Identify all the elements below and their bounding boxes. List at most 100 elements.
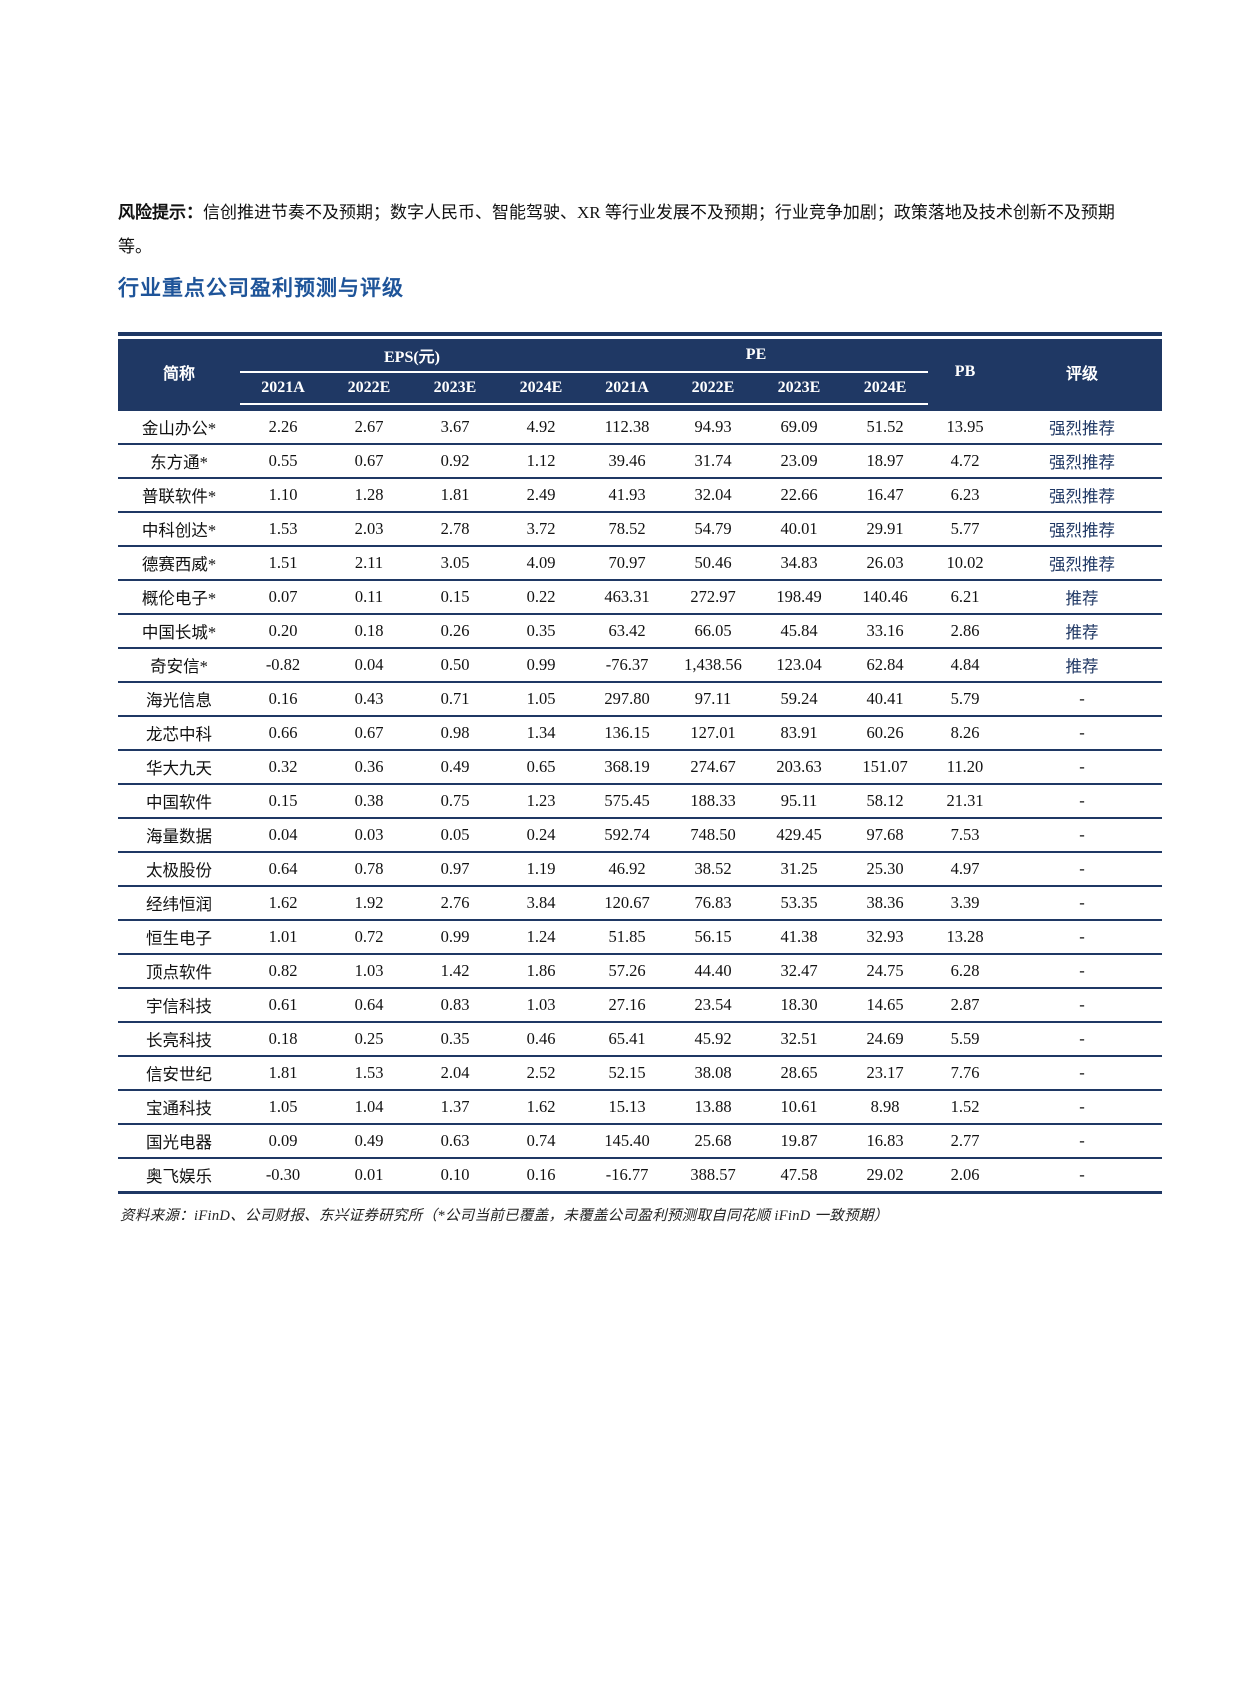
company-name-cell: 奇安信* bbox=[150, 657, 208, 676]
value-cell: 47.58 bbox=[780, 1165, 818, 1184]
value-cell: 5.59 bbox=[950, 1029, 980, 1048]
value-cell: 0.92 bbox=[440, 451, 470, 470]
company-name-cell: 国光电器 bbox=[146, 1133, 212, 1152]
value-cell: 2.78 bbox=[440, 519, 470, 538]
value-cell: 145.40 bbox=[604, 1131, 650, 1150]
value-cell: 0.49 bbox=[440, 757, 470, 776]
value-cell: 19.87 bbox=[780, 1131, 818, 1150]
value-cell: 39.46 bbox=[608, 451, 646, 470]
value-cell: 0.09 bbox=[268, 1131, 298, 1150]
value-cell: 62.84 bbox=[866, 655, 904, 674]
value-cell: 13.28 bbox=[946, 927, 984, 946]
value-cell: 0.83 bbox=[440, 995, 470, 1014]
value-cell: 0.82 bbox=[268, 961, 298, 980]
value-cell: 120.67 bbox=[604, 893, 650, 912]
column-header-company: 简称 bbox=[118, 339, 240, 404]
value-cell: 0.36 bbox=[354, 757, 384, 776]
value-cell: 25.68 bbox=[694, 1131, 732, 1150]
value-cell: -76.37 bbox=[605, 655, 649, 674]
value-cell: 0.26 bbox=[440, 621, 470, 640]
value-cell: 0.99 bbox=[440, 927, 470, 946]
company-name-cell: 长亮科技 bbox=[146, 1031, 212, 1050]
rating-cell: - bbox=[1079, 927, 1085, 946]
value-cell: 0.61 bbox=[268, 995, 298, 1014]
value-cell: 13.88 bbox=[694, 1097, 732, 1116]
value-cell: 0.78 bbox=[354, 859, 384, 878]
value-cell: 16.83 bbox=[866, 1131, 904, 1150]
table-row: 金山办公* 2.26 2.67 3.67 4.92 112.38 94.93 69.09 51.… bbox=[118, 411, 1163, 444]
value-cell: 56.15 bbox=[694, 927, 732, 946]
table-row: 长亮科技 0.18 0.25 0.35 0.46 65.41 45.92 32.51 24.69… bbox=[118, 1022, 1163, 1056]
value-cell: 1.10 bbox=[268, 485, 298, 504]
value-cell: 0.67 bbox=[354, 723, 384, 742]
risk-text: 信创推进节奏不及预期；数字人民币、智能驾驶、XR 等行业发展不及预期；行业竞争加… bbox=[118, 203, 1115, 256]
company-name-cell: 奥飞娱乐 bbox=[146, 1167, 212, 1186]
value-cell: 63.42 bbox=[608, 621, 646, 640]
value-cell: 112.38 bbox=[604, 417, 650, 436]
value-cell: 1.03 bbox=[354, 961, 384, 980]
value-cell: 0.99 bbox=[526, 655, 556, 674]
table-row: 中科创达* 1.53 2.03 2.78 3.72 78.52 54.79 40.01 29.9… bbox=[118, 512, 1163, 546]
company-name-cell: 经纬恒润 bbox=[146, 895, 212, 914]
group-header-pe: PE bbox=[584, 339, 929, 373]
value-cell: 27.16 bbox=[608, 995, 646, 1014]
value-cell: 1.23 bbox=[526, 791, 556, 810]
value-cell: 1.12 bbox=[526, 451, 556, 470]
table-row: 龙芯中科 0.66 0.67 0.98 1.34 136.15 127.01 83.91 60.… bbox=[118, 716, 1163, 750]
year-header: 2021A bbox=[584, 372, 671, 405]
table-row: 东方通* 0.55 0.67 0.92 1.12 39.46 31.74 23.09 18.97… bbox=[118, 444, 1163, 478]
value-cell: 57.26 bbox=[608, 961, 646, 980]
risk-paragraph: 风险提示：信创推进节奏不及预期；数字人民币、智能驾驶、XR 等行业发展不及预期；… bbox=[118, 196, 1128, 264]
company-name-cell: 德赛西威* bbox=[141, 555, 217, 574]
company-name-cell: 中国软件 bbox=[146, 793, 212, 812]
value-cell: 0.49 bbox=[354, 1131, 384, 1150]
company-name-cell: 恒生电子 bbox=[146, 929, 212, 948]
value-cell: 14.65 bbox=[866, 995, 904, 1014]
value-cell: 2.11 bbox=[354, 553, 384, 572]
value-cell: 188.33 bbox=[690, 791, 736, 810]
table-row: 德赛西威* 1.51 2.11 3.05 4.09 70.97 50.46 34.83 26.0… bbox=[118, 546, 1163, 580]
value-cell: 0.46 bbox=[526, 1029, 556, 1048]
value-cell: 0.18 bbox=[268, 1029, 298, 1048]
value-cell: 368.19 bbox=[604, 757, 650, 776]
rating-cell: 推荐 bbox=[1065, 657, 1099, 676]
value-cell: 15.13 bbox=[608, 1097, 646, 1116]
value-cell: 136.15 bbox=[604, 723, 650, 742]
value-cell: 8.98 bbox=[870, 1097, 900, 1116]
company-name-cell: 海光信息 bbox=[146, 691, 212, 710]
table-row: 概伦电子* 0.07 0.11 0.15 0.22 463.31 272.97 198.49 1… bbox=[118, 580, 1163, 614]
value-cell: 50.46 bbox=[694, 553, 732, 572]
table-row: 宇信科技 0.61 0.64 0.83 1.03 27.16 23.54 18.30 14.65… bbox=[118, 988, 1163, 1022]
value-cell: 44.40 bbox=[694, 961, 732, 980]
rating-cell: - bbox=[1079, 1063, 1085, 1082]
value-cell: 297.80 bbox=[604, 689, 650, 708]
value-cell: 0.15 bbox=[268, 791, 298, 810]
value-cell: 203.63 bbox=[776, 757, 822, 776]
value-cell: 3.67 bbox=[440, 417, 470, 436]
value-cell: 46.92 bbox=[608, 859, 646, 878]
value-cell: 0.22 bbox=[526, 587, 556, 606]
value-cell: 23.54 bbox=[694, 995, 732, 1014]
value-cell: 0.04 bbox=[354, 655, 384, 674]
value-cell: 7.76 bbox=[950, 1063, 980, 1082]
value-cell: 0.20 bbox=[268, 621, 298, 640]
value-cell: 45.84 bbox=[780, 621, 818, 640]
value-cell: 1.01 bbox=[268, 927, 298, 946]
value-cell: 29.91 bbox=[866, 519, 904, 538]
value-cell: 6.23 bbox=[950, 485, 980, 504]
rating-cell: - bbox=[1079, 723, 1085, 742]
company-name-cell: 中科创达* bbox=[141, 521, 217, 540]
value-cell: 59.24 bbox=[780, 689, 818, 708]
value-cell: 41.38 bbox=[780, 927, 818, 946]
company-name-cell: 海量数据 bbox=[146, 827, 212, 846]
table-row: 海量数据 0.04 0.03 0.05 0.24 592.74 748.50 429.45 97… bbox=[118, 818, 1163, 852]
value-cell: 140.46 bbox=[862, 587, 908, 606]
value-cell: 272.97 bbox=[690, 587, 736, 606]
value-cell: 1.81 bbox=[268, 1063, 298, 1082]
value-cell: 97.11 bbox=[694, 689, 732, 708]
value-cell: 33.16 bbox=[866, 621, 904, 640]
value-cell: 274.67 bbox=[690, 757, 736, 776]
value-cell: 0.72 bbox=[354, 927, 384, 946]
value-cell: 52.15 bbox=[608, 1063, 646, 1082]
value-cell: 2.52 bbox=[526, 1063, 556, 1082]
